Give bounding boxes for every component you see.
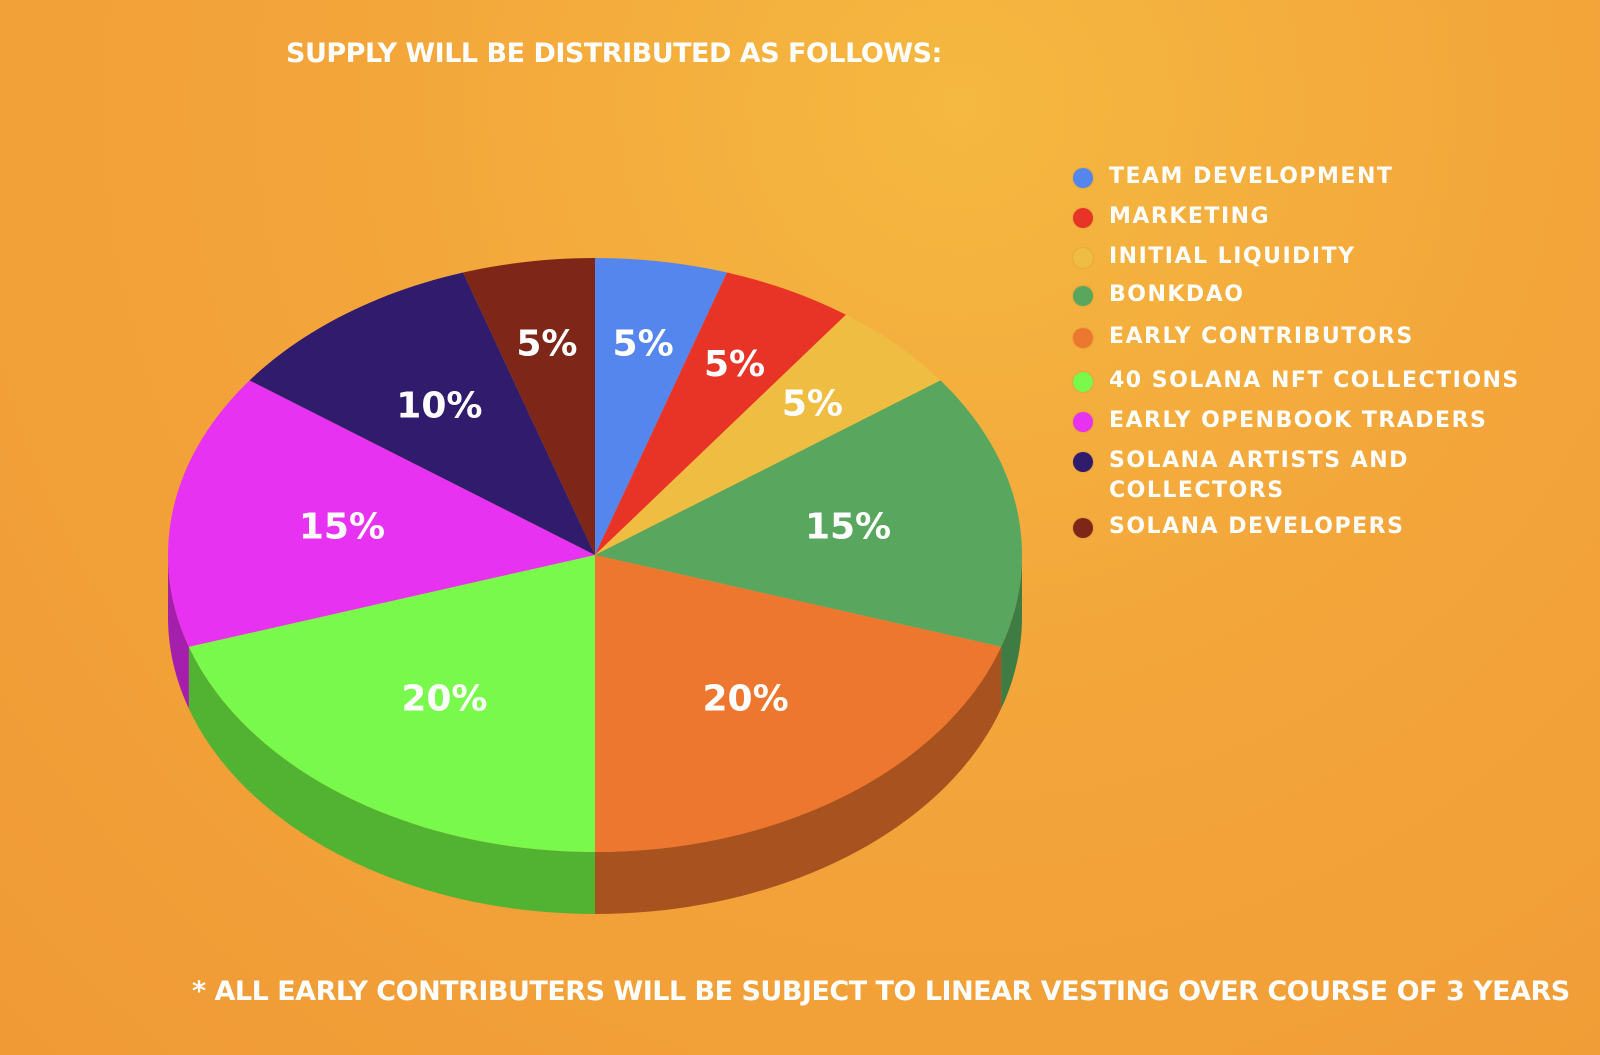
pie-sides (168, 555, 1022, 914)
pie-value-label-9: 5% (516, 323, 577, 364)
pie-slice-7[interactable] (168, 380, 595, 647)
pie-value-label-8: 10% (396, 386, 482, 427)
pie-value-label-4: 15% (805, 507, 891, 548)
pie-value-label-3: 5% (782, 383, 843, 424)
legend-swatch (1073, 518, 1093, 538)
legend-label: EARLY OPENBOOK TRADERS (1109, 408, 1488, 433)
legend-swatch (1073, 168, 1093, 188)
legend-item-8: SOLANA ARTISTS AND COLLECTORS (1073, 446, 1533, 506)
legend-swatch (1073, 328, 1093, 348)
pie-chart: 5% 5% 5% 15% 20% 20% 15% 10% 5% (168, 258, 1022, 914)
legend-item-9: SOLANA DEVELOPERS (1073, 512, 1533, 542)
legend-swatch (1073, 452, 1093, 472)
pie-side-4 (1001, 555, 1022, 709)
legend-item-6: 40 SOLANA NFT COLLECTIONS (1073, 366, 1533, 396)
legend-label: TEAM DEVELOPMENT (1109, 164, 1394, 189)
legend-label: EARLY CONTRIBUTORS (1109, 324, 1414, 349)
legend-item-5: EARLY CONTRIBUTORS (1073, 322, 1533, 352)
pie-side-5 (595, 646, 1002, 914)
pie-slice-5[interactable] (595, 555, 1002, 852)
pie-value-labels: 5% 5% 5% 15% 20% 20% 15% 10% 5% (299, 323, 891, 719)
pie-value-label-6: 20% (401, 679, 487, 720)
pie-slices (168, 258, 1022, 852)
pie-slice-2[interactable] (595, 272, 846, 555)
legend-label: SOLANA DEVELOPERS (1109, 514, 1405, 539)
legend-item-1: TEAM DEVELOPMENT (1073, 162, 1533, 192)
legend-swatch (1073, 372, 1093, 392)
chart-title: SUPPLY WILL BE DISTRIBUTED AS FOLLOWS: (286, 38, 942, 69)
pie-slice-4[interactable] (595, 380, 1022, 647)
vesting-footnote: * ALL EARLY CONTRIBUTERS WILL BE SUBJECT… (192, 976, 1570, 1007)
legend-swatch (1073, 248, 1093, 268)
legend-item-2: MARKETING (1073, 202, 1533, 232)
legend-item-3: INITIAL LIQUIDITY (1073, 242, 1533, 272)
pie-side-6 (188, 646, 595, 914)
legend-label: MARKETING (1109, 204, 1271, 229)
pie-value-label-1: 5% (613, 323, 674, 364)
legend-label: SOLANA ARTISTS AND COLLECTORS (1109, 448, 1409, 503)
legend-label: INITIAL LIQUIDITY (1109, 244, 1356, 269)
pie-side-7 (168, 555, 189, 709)
pie-value-label-5: 20% (703, 679, 789, 720)
legend-label: BONKDAO (1109, 282, 1245, 307)
pie-slice-3[interactable] (595, 314, 941, 555)
legend-swatch (1073, 208, 1093, 228)
pie-slice-9[interactable] (463, 258, 595, 555)
legend-swatch (1073, 412, 1093, 432)
legend-item-7: EARLY OPENBOOK TRADERS (1073, 406, 1533, 436)
legend-label: 40 SOLANA NFT COLLECTIONS (1109, 368, 1520, 393)
legend-item-4: BONKDAO (1073, 280, 1533, 310)
pie-slice-8[interactable] (249, 272, 596, 555)
pie-value-label-7: 15% (299, 507, 385, 548)
pie-slice-6[interactable] (188, 555, 595, 852)
legend-swatch (1073, 286, 1093, 306)
pie-value-label-2: 5% (704, 344, 765, 385)
pie-slice-1[interactable] (595, 258, 727, 555)
